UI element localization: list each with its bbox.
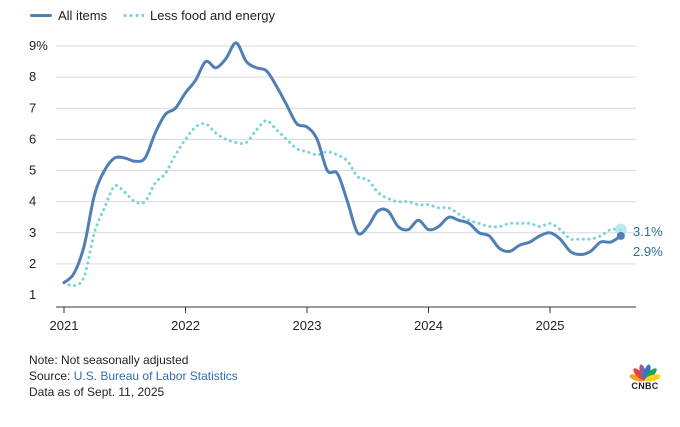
source-link[interactable]: U.S. Bureau of Labor Statistics bbox=[73, 369, 238, 383]
legend-label-all-items: All items bbox=[58, 8, 108, 23]
x-axis: 2021 2022 2023 2024 2025 bbox=[50, 306, 636, 333]
cnbc-logo: CNBC bbox=[627, 363, 663, 395]
y-tick-label: 6 bbox=[29, 131, 36, 146]
series-line-less-food-energy bbox=[62, 119, 623, 288]
y-tick-label: 9% bbox=[29, 38, 48, 53]
footer-data-date: Data as of Sept. 11, 2025 bbox=[29, 385, 165, 399]
y-axis-tick-labels: 1 2 3 4 5 6 7 8 9% bbox=[29, 38, 48, 302]
chart-legend: All items Less food and energy bbox=[0, 0, 680, 34]
chart-footer: Note: Not seasonally adjusted Source: U.… bbox=[29, 352, 238, 400]
x-tick-label: 2021 bbox=[50, 318, 79, 333]
y-tick-label: 5 bbox=[29, 163, 36, 178]
end-label-less-food-energy: 3.1% bbox=[633, 224, 663, 239]
legend-swatch-solid bbox=[30, 14, 52, 17]
end-label-all-items: 2.9% bbox=[633, 244, 663, 259]
end-labels: 3.1% 2.9% bbox=[614, 223, 663, 259]
gridlines bbox=[56, 45, 636, 265]
legend-item-all-items: All items bbox=[30, 8, 107, 23]
footer-note: Note: Not seasonally adjusted bbox=[29, 353, 189, 367]
y-tick-label: 3 bbox=[29, 225, 36, 240]
x-tick-label: 2023 bbox=[293, 318, 322, 333]
y-tick-label: 2 bbox=[29, 256, 36, 271]
x-tick-label: 2024 bbox=[414, 318, 443, 333]
legend-label-less-food-energy: Less food and energy bbox=[150, 8, 276, 23]
end-marker-less-food-energy bbox=[614, 223, 627, 236]
y-tick-label: 4 bbox=[29, 194, 36, 209]
inflation-line-chart: 1 2 3 4 5 6 7 8 9% 2021 2022 2023 2024 2025 3.1% 2.9% bbox=[29, 38, 663, 333]
y-tick-label: 8 bbox=[29, 69, 36, 84]
footer-source: Source: U.S. Bureau of Labor Statistics bbox=[29, 368, 238, 384]
nbc-peacock-icon bbox=[629, 364, 661, 382]
logo-wordmark: CNBC bbox=[631, 381, 659, 391]
series-line-all-items bbox=[62, 41, 623, 285]
source-prefix: Source: bbox=[29, 369, 74, 383]
legend-item-less-food-energy: Less food and energy bbox=[122, 8, 275, 23]
y-tick-label: 7 bbox=[29, 100, 36, 115]
y-tick-label: 1 bbox=[29, 287, 36, 302]
legend-swatch-dotted bbox=[122, 14, 144, 17]
x-tick-label: 2022 bbox=[171, 318, 200, 333]
x-tick-label: 2025 bbox=[536, 318, 565, 333]
series-lines bbox=[62, 41, 623, 288]
end-marker-all-items bbox=[616, 231, 625, 240]
